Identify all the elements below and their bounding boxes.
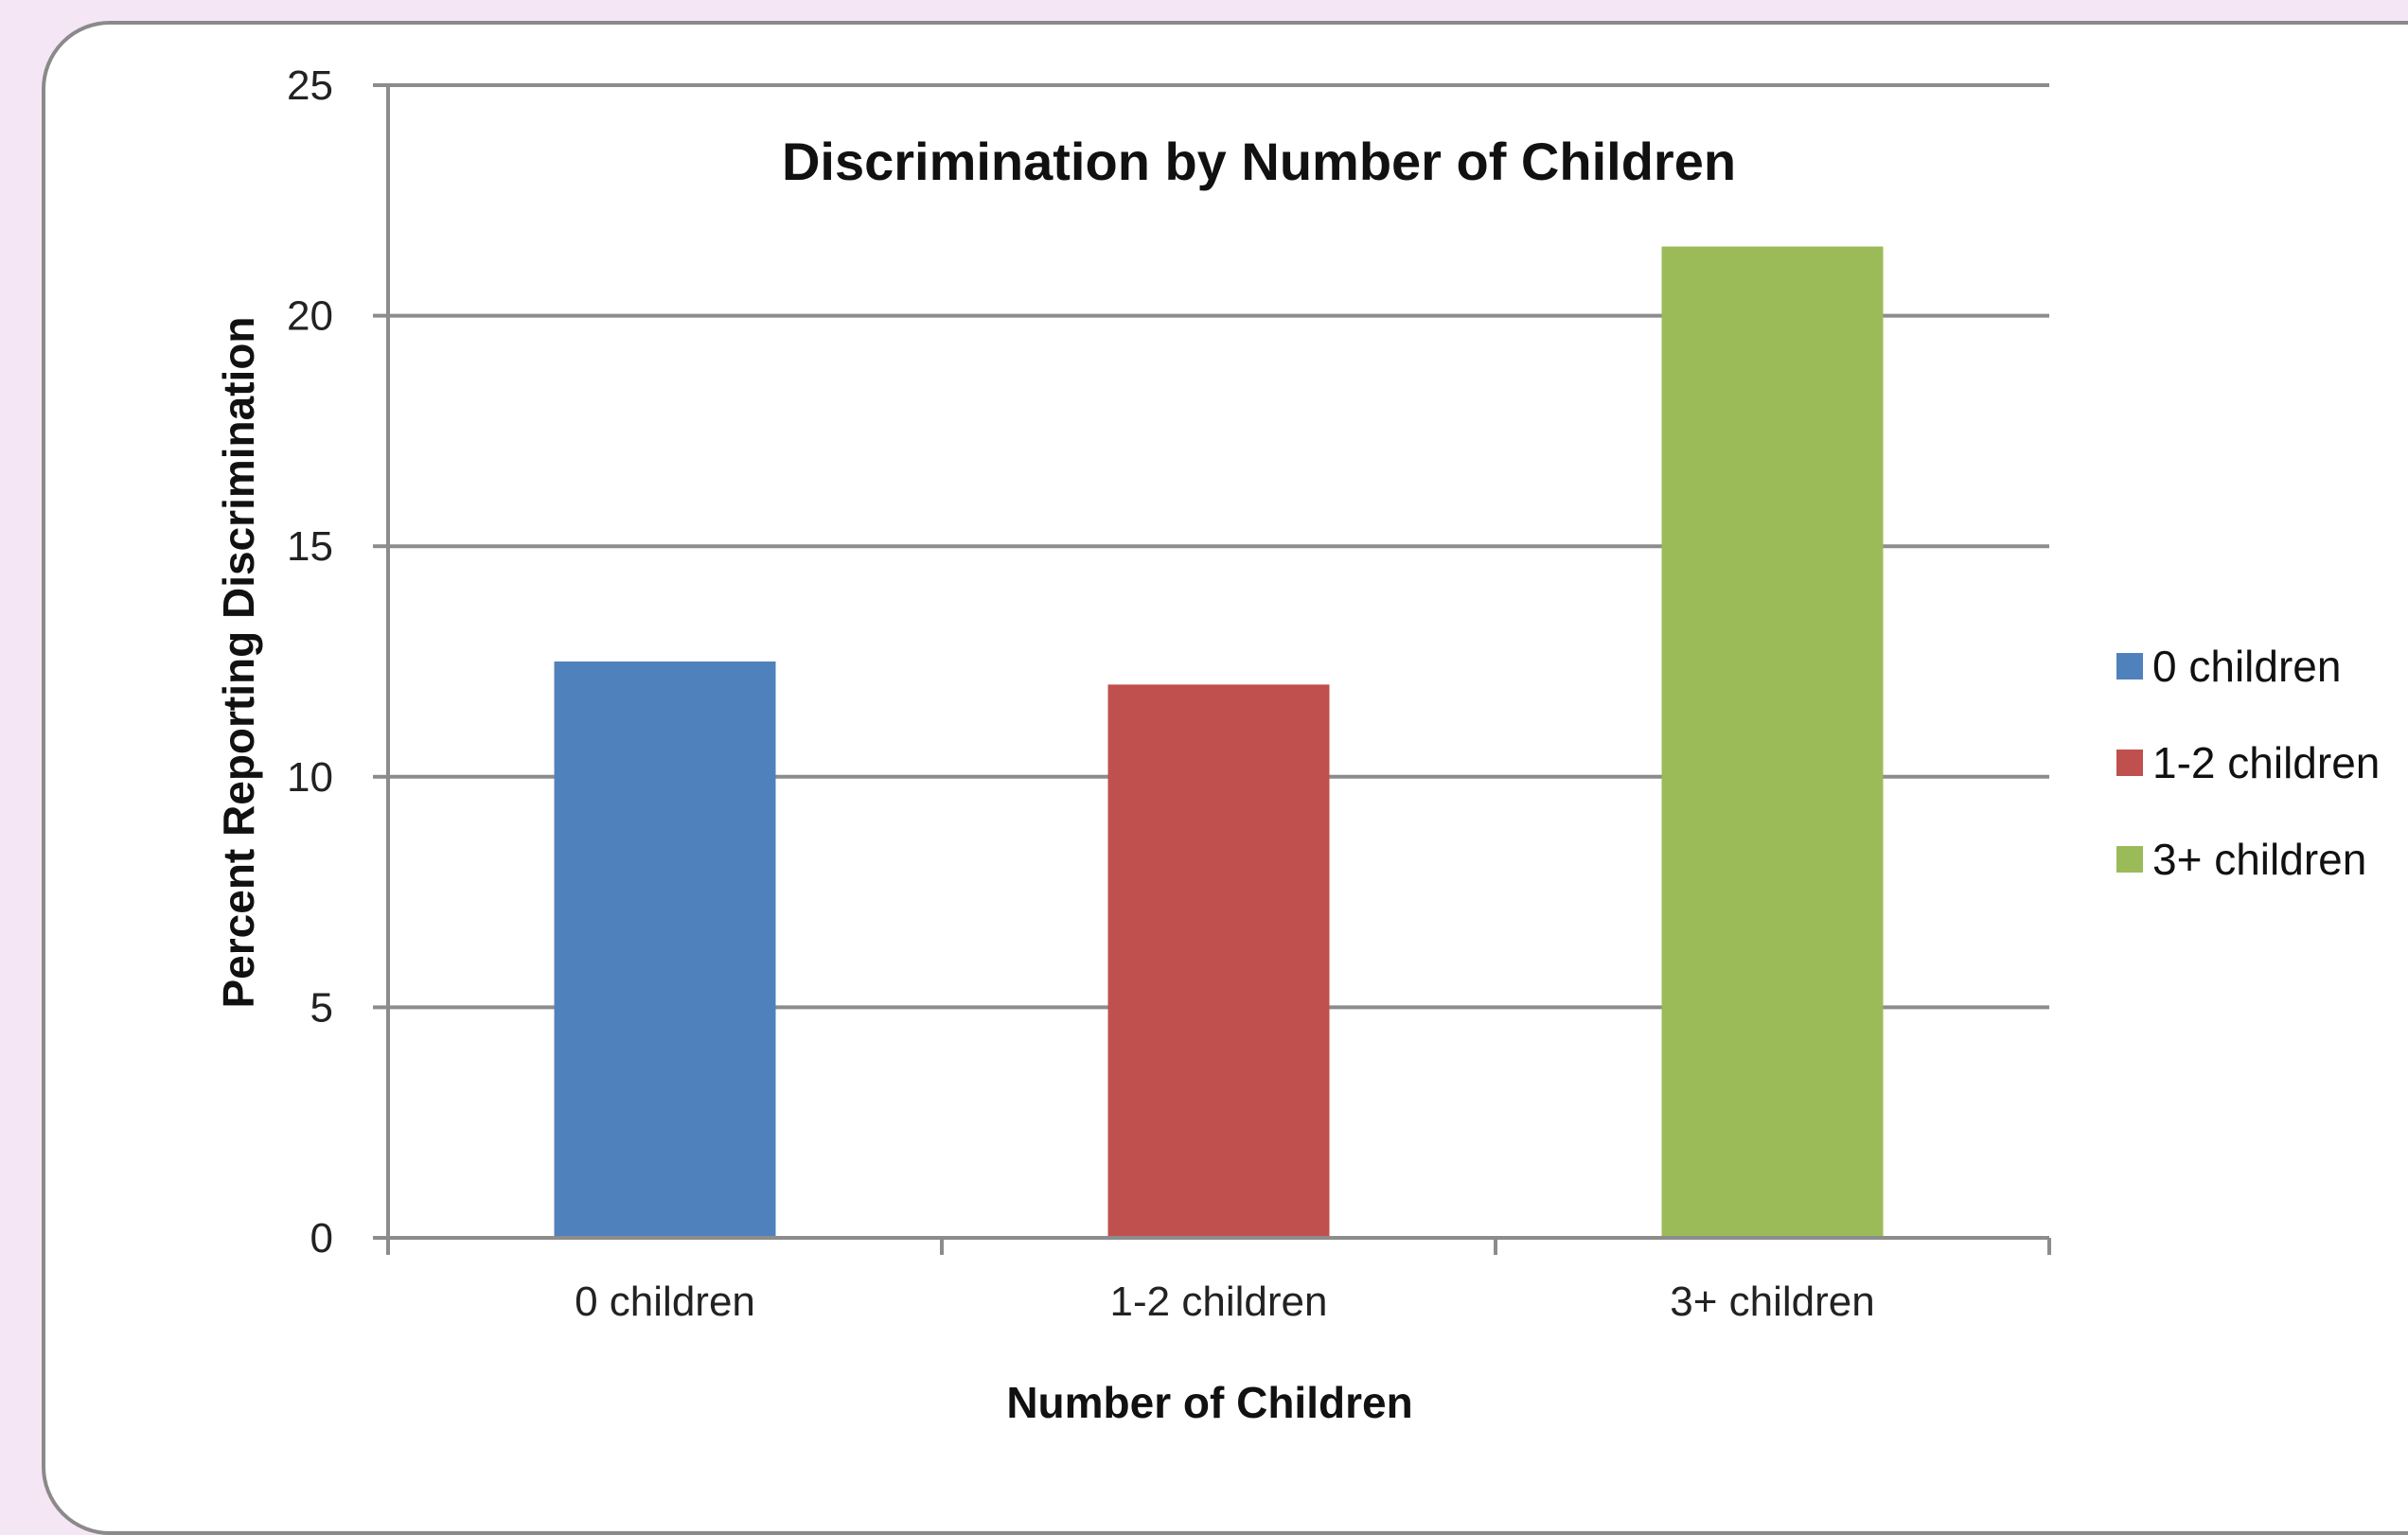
legend-swatch — [2116, 846, 2143, 873]
bar — [554, 662, 776, 1238]
legend-label: 3+ children — [2152, 835, 2366, 884]
y-tick-label: 25 — [287, 62, 333, 109]
y-tick-label: 10 — [287, 754, 333, 801]
x-tick-labels: 0 children 1-2 children 3+ children — [575, 1279, 1875, 1325]
legend-swatch — [2116, 653, 2143, 679]
x-axis-title: Number of Children — [1006, 1378, 1412, 1427]
y-tick-label: 5 — [310, 984, 333, 1031]
x-tick-label: 0 children — [575, 1279, 755, 1325]
y-axis-title: Percent Reporting Discrimination — [214, 316, 263, 1008]
bar — [1107, 684, 1330, 1238]
legend-swatch — [2116, 750, 2143, 776]
chart-title: Discrimination by Number of Children — [782, 132, 1736, 191]
x-tick-label: 3+ children — [1670, 1279, 1874, 1325]
x-tick-label: 1-2 children — [1110, 1279, 1328, 1325]
y-tick-labels: 0 5 10 15 20 25 — [287, 62, 333, 1262]
bars — [554, 246, 1884, 1238]
y-tick-label: 15 — [287, 523, 333, 570]
legend: 0 children 1-2 children 3+ children — [2116, 642, 2380, 884]
legend-label: 0 children — [2152, 642, 2341, 691]
bar-chart: 0 5 10 15 20 25 0 children 1-2 children 3+ chil… — [214, 62, 2380, 1427]
axes — [373, 83, 2051, 1255]
y-tick-label: 0 — [310, 1215, 333, 1262]
bar — [1661, 246, 1884, 1238]
y-tick-label: 20 — [287, 293, 333, 340]
legend-label: 1-2 children — [2152, 738, 2380, 787]
